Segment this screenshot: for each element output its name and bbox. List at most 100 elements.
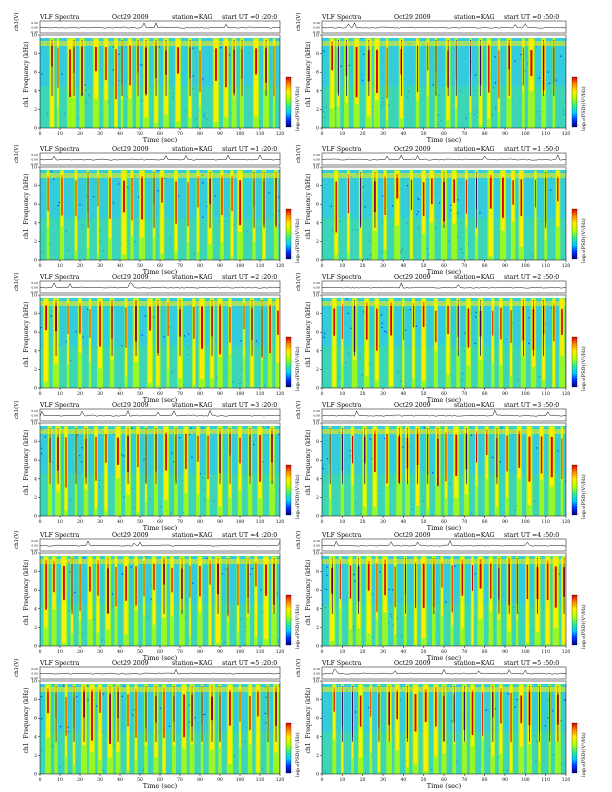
title-label: VLF Spectra — [39, 402, 80, 409]
burst-peak — [488, 44, 490, 93]
noise-speck — [453, 336, 455, 338]
y-tick-label: 0 — [34, 514, 37, 520]
noise-speck — [88, 721, 90, 723]
colorbar-tick-label: - — [578, 75, 580, 80]
low-frequency-band — [322, 346, 566, 388]
noise-speck — [279, 193, 280, 195]
noise-speck — [224, 205, 226, 207]
noise-speck — [80, 461, 83, 463]
noise-speck — [112, 46, 114, 48]
burst-core — [526, 557, 529, 643]
upper-band — [322, 687, 566, 692]
noise-speck — [336, 725, 338, 727]
noise-speck — [440, 321, 443, 323]
burst-peak — [365, 302, 368, 340]
noise-speck — [524, 187, 526, 189]
x-tick-label: 50 — [421, 777, 427, 783]
noise-speck — [442, 345, 444, 347]
title-label: VLF Spectra — [321, 274, 362, 281]
noise-speck — [423, 45, 425, 47]
noise-speck — [85, 585, 87, 588]
burst-streak — [543, 40, 544, 96]
noise-speck — [429, 556, 431, 559]
y-axis-label: ch1 Frequency (kHz) — [23, 688, 30, 754]
ch-tick-label: 0.00 — [31, 286, 38, 290]
noise-speck — [76, 696, 78, 698]
colorbar — [285, 464, 292, 516]
title-date: Oct29 2009 — [394, 660, 431, 667]
x-tick-label: 40 — [400, 391, 406, 397]
y-tick-label: 2 — [34, 239, 37, 245]
noise-speck — [253, 465, 255, 467]
noise-speck — [326, 702, 328, 704]
noise-speck — [399, 588, 401, 590]
noise-speck — [403, 208, 405, 210]
burst-streak — [55, 686, 57, 742]
burst-peak — [352, 435, 354, 464]
noise-speck — [67, 726, 69, 728]
y-tick-label: 0 — [34, 772, 37, 778]
x-tick-label: 40 — [117, 519, 123, 525]
noise-speck — [50, 170, 53, 172]
burst-streak — [251, 300, 253, 356]
burst-peak — [422, 182, 425, 216]
burst-peak — [189, 565, 191, 598]
noise-speck — [353, 573, 355, 576]
noise-speck — [103, 596, 105, 598]
spectrogram-panel: VLF Spectra Oct29 2009 station=KAG start UT… — [295, 401, 587, 532]
noise-speck — [565, 699, 566, 701]
noise-speck — [225, 328, 227, 330]
burst-peak — [447, 305, 449, 334]
noise-speck — [392, 205, 394, 207]
x-tick-label: 0 — [321, 519, 324, 525]
burst-streak — [263, 172, 265, 228]
noise-speck — [130, 720, 132, 722]
noise-speck — [160, 717, 162, 719]
noise-speck — [158, 169, 160, 171]
burst-peak — [396, 689, 398, 720]
spectrogram-image — [40, 681, 280, 774]
x-tick-label: 0 — [321, 391, 324, 397]
y-tick-label: 2 — [316, 753, 319, 759]
ch-tick-label: 0.20 — [313, 21, 320, 25]
x-tick-label: 0 — [39, 649, 42, 655]
noise-speck — [156, 556, 158, 558]
noise-speck — [174, 334, 176, 336]
y-axis-label: ch1 Frequency (kHz) — [305, 688, 312, 754]
title-date: Oct29 2009 — [394, 146, 431, 153]
noise-speck — [551, 196, 553, 198]
noise-speck — [450, 699, 452, 701]
noise-speck — [550, 189, 552, 191]
noise-speck — [380, 313, 382, 315]
burst-peak — [349, 565, 352, 599]
noise-speck — [418, 199, 420, 201]
noise-speck — [73, 450, 75, 453]
title-date: Oct29 2009 — [112, 532, 149, 539]
low-frequency-band — [322, 86, 566, 128]
title-date: Oct29 2009 — [394, 532, 431, 539]
title-date: Oct29 2009 — [112, 14, 149, 21]
noise-speck — [202, 214, 204, 216]
y-tick-label: 0 — [34, 386, 37, 392]
x-tick-label: 30 — [380, 131, 386, 137]
ch-tick-label: 0.00 — [313, 544, 320, 548]
x-tick-label: 70 — [177, 519, 183, 525]
burst-peak — [153, 563, 155, 591]
noise-speck — [277, 437, 279, 440]
burst-streak — [352, 686, 353, 742]
y-tick-label: 4 — [316, 220, 319, 226]
noise-speck — [133, 67, 135, 69]
burst-core — [488, 171, 493, 257]
burst-streak — [155, 40, 157, 96]
x-tick-label: 60 — [157, 777, 163, 783]
title-station: station=KAG — [454, 660, 495, 667]
x-tick-label: 50 — [137, 649, 143, 655]
noise-speck — [183, 335, 185, 337]
burst-peak — [367, 560, 370, 591]
noise-speck — [41, 62, 43, 64]
noise-speck — [523, 694, 525, 696]
burst-peak — [207, 435, 209, 480]
noise-speck — [152, 461, 154, 464]
noise-speck — [188, 433, 190, 435]
burst-streak — [433, 558, 435, 614]
